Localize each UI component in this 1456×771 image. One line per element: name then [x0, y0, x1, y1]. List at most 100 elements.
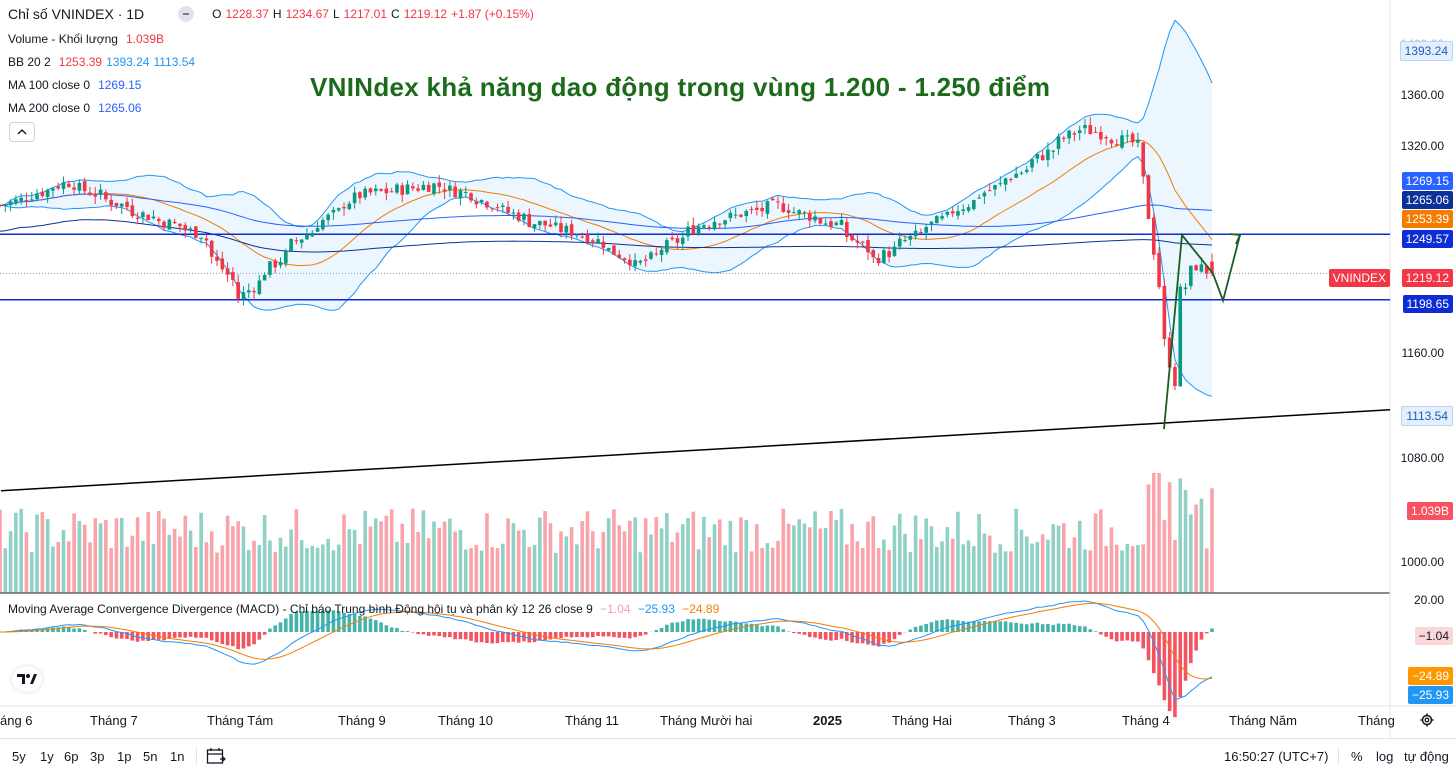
candle-body: [533, 224, 537, 228]
percent-toggle[interactable]: %: [1351, 749, 1363, 764]
candle-body: [797, 210, 801, 214]
macd-histogram-bar: [707, 620, 711, 632]
volume-bar: [88, 542, 92, 593]
macd-legend[interactable]: Moving Average Convergence Divergence (M…: [8, 602, 719, 616]
clock-label[interactable]: 16:50:27 (UTC+7): [1224, 749, 1328, 764]
range-5n-button[interactable]: 5n: [143, 749, 157, 764]
candle-body: [1200, 264, 1204, 271]
candle-body: [62, 182, 66, 189]
macd-histogram-bar: [1036, 623, 1040, 632]
macd-histogram-bar: [1078, 626, 1082, 632]
time-tick: Tháng Tám: [207, 713, 273, 728]
candle-body: [670, 238, 674, 240]
range-1p-button[interactable]: 1p: [117, 749, 131, 764]
volume-bar: [480, 551, 484, 593]
close-value: 1219.12: [404, 7, 447, 21]
candle-body: [326, 215, 330, 220]
candle-body: [268, 261, 272, 275]
candle-body: [72, 187, 76, 189]
macd-histogram-bar: [1147, 632, 1151, 660]
range-3p-button[interactable]: 3p: [90, 749, 104, 764]
volume-bar: [903, 534, 907, 593]
range-5y-button[interactable]: 5y: [12, 749, 26, 764]
candle-body: [9, 201, 13, 205]
volume-bar: [406, 543, 410, 593]
macd-histogram-bar: [78, 628, 82, 632]
price-tick: 1080.00: [1401, 451, 1444, 465]
volume-bar: [1083, 549, 1087, 593]
calendar-range-icon[interactable]: [206, 747, 226, 770]
range-6p-button[interactable]: 6p: [64, 749, 78, 764]
time-tick: Tháng: [1358, 713, 1395, 728]
volume-bar: [707, 537, 711, 593]
macd-histogram-bar: [1126, 632, 1130, 640]
candle-body: [861, 242, 865, 243]
tradingview-logo[interactable]: [12, 666, 42, 692]
candle-body: [760, 208, 764, 211]
macd-histogram-bar: [1083, 626, 1087, 632]
macd-histogram-bar: [194, 632, 198, 638]
log-toggle[interactable]: log: [1376, 749, 1393, 764]
bb-legend[interactable]: BB 20 2 1253.39 1393.24 1113.54: [8, 55, 195, 69]
volume-bar: [565, 536, 569, 593]
macd-histogram-bar: [554, 632, 558, 638]
macd-histogram-bar: [586, 632, 590, 637]
chevron-up-icon[interactable]: [9, 122, 35, 142]
macd-histogram-bar: [940, 620, 944, 632]
macd-histogram-bar: [1067, 624, 1071, 632]
volume-bar: [157, 511, 161, 593]
macd-histogram-bar: [448, 632, 452, 637]
candle-body: [1009, 179, 1013, 180]
candle-body: [559, 223, 563, 232]
volume-legend[interactable]: Volume - Khối lượng 1.039B: [8, 32, 164, 46]
volume-bar: [1057, 526, 1061, 593]
macd-label: Moving Average Convergence Divergence (M…: [8, 602, 593, 616]
volume-bar: [834, 520, 838, 593]
candle-body: [374, 188, 378, 191]
volume-bar: [697, 549, 701, 593]
candle-body: [1046, 150, 1050, 161]
macd-histogram-bar: [612, 632, 616, 637]
ma200-legend[interactable]: MA 200 close 0 1265.06: [8, 101, 141, 115]
symbol-title[interactable]: Chỉ số VNINDEX · 1D: [8, 6, 144, 22]
collapse-dot-icon[interactable]: [178, 6, 194, 22]
range-1n-button[interactable]: 1n: [170, 749, 184, 764]
open-label: O: [212, 7, 221, 21]
volume-bar: [1200, 499, 1204, 593]
bb-upper-tag: 1393.24: [1400, 41, 1453, 61]
volume-label: Volume - Khối lượng: [8, 32, 118, 46]
macd-histogram-bar: [1184, 632, 1188, 681]
volume-bar: [51, 547, 55, 593]
macd-histogram-bar: [692, 619, 696, 632]
volume-bar: [766, 543, 770, 593]
candle-body: [871, 250, 875, 257]
candle-body: [850, 235, 854, 240]
volume-bar: [591, 531, 595, 593]
macd-histogram-bar: [443, 632, 447, 637]
volume-bar: [771, 548, 775, 593]
macd-histogram-bar: [633, 632, 637, 637]
volume-bar: [1168, 482, 1172, 593]
macd-hist-value: −1.04: [600, 602, 630, 616]
volume-bar: [517, 531, 521, 593]
volume-bar: [718, 520, 722, 593]
volume-bar: [443, 522, 447, 593]
volume-bar: [120, 518, 124, 593]
ma100-legend[interactable]: MA 100 close 0 1269.15: [8, 78, 141, 92]
candle-body: [14, 199, 18, 203]
volume-bar: [871, 516, 875, 593]
volume-bar: [776, 541, 780, 593]
macd-signal-value: −24.89: [682, 602, 719, 616]
volume-bar: [755, 524, 759, 593]
price-chart-canvas[interactable]: [0, 0, 1456, 740]
range-1y-button[interactable]: 1y: [40, 749, 54, 764]
gear-icon[interactable]: [1420, 713, 1434, 730]
volume-bar: [284, 546, 288, 593]
auto-scale-toggle[interactable]: tự động: [1404, 749, 1449, 764]
macd-histogram-bar: [1051, 625, 1055, 632]
volume-bar: [1157, 473, 1161, 593]
macd-histogram-bar: [697, 619, 701, 632]
volume-bar: [744, 520, 748, 593]
time-tick: Tháng 3: [1008, 713, 1056, 728]
macd-histogram-bar: [580, 632, 584, 637]
